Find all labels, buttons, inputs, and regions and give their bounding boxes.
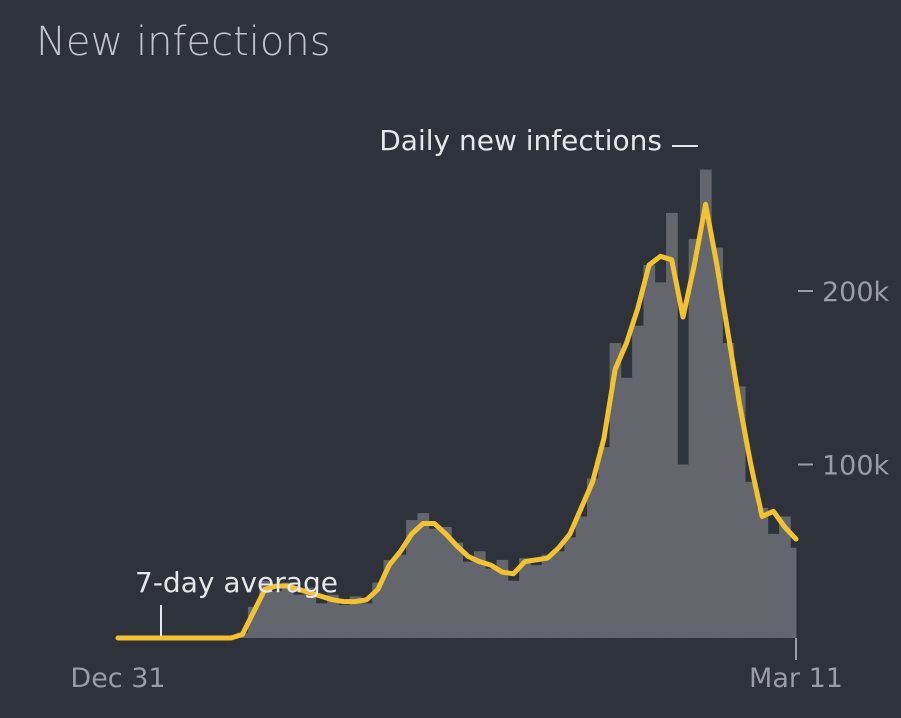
daily-bar: [428, 528, 441, 638]
daily-bar: [507, 580, 520, 638]
daily-bar: [598, 447, 610, 638]
daily-bar: [394, 554, 407, 638]
daily-bar: [620, 377, 633, 638]
daily-bar: [779, 516, 791, 638]
daily-bar: [586, 478, 599, 638]
y-tick-label: 200k: [822, 277, 890, 308]
daily-bar: [247, 606, 260, 638]
daily-bar: [451, 542, 464, 638]
average-label: 7-day average: [135, 566, 338, 599]
x-tick-label: Dec 31: [70, 663, 165, 694]
daily-bar: [519, 558, 531, 638]
daily-bar: [666, 212, 678, 639]
daily-bar: [259, 580, 271, 638]
daily-bar: [654, 282, 667, 638]
daily-bar: [699, 169, 712, 639]
daily-bar: [643, 264, 656, 638]
y-tick-label: 100k: [822, 451, 890, 482]
daily-bar: [293, 594, 305, 638]
daily-bar: [541, 554, 554, 638]
daily-bar: [632, 325, 644, 638]
daily-label: Daily new infections: [379, 124, 662, 157]
daily-bar: [270, 591, 283, 638]
daily-bar: [440, 526, 452, 638]
daily-bar: [281, 582, 294, 638]
average-line: [115, 201, 799, 641]
daily-bar: [688, 238, 701, 638]
daily-bar: [315, 603, 328, 638]
daily-bar: [372, 582, 384, 638]
daily-bar: [338, 605, 351, 638]
daily-bar: [530, 565, 543, 638]
daily-bar: [417, 513, 430, 638]
daily-bar: [349, 596, 362, 638]
daily-bar: [304, 587, 317, 638]
x-tick-label: Mar 11: [749, 663, 843, 694]
daily-bar: [327, 594, 339, 638]
daily-bar: [745, 481, 757, 638]
daily-bar: [553, 551, 565, 638]
daily-bar: [711, 247, 723, 638]
daily-bar: [462, 561, 475, 638]
daily-bar: [360, 603, 373, 638]
daily-bar: [406, 520, 418, 638]
daily-bar: [677, 464, 690, 638]
daily-bar: [609, 343, 622, 638]
daily-bar: [733, 386, 746, 638]
daily-bar: [383, 559, 396, 638]
chart-title: New infections: [36, 19, 331, 65]
daily-bar: [564, 537, 577, 638]
daily-bar: [756, 507, 769, 638]
daily-bar: [473, 551, 486, 638]
daily-bar: [790, 547, 797, 638]
daily-bar: [485, 568, 497, 638]
daily-bar: [496, 559, 509, 638]
daily-bar: [767, 533, 780, 638]
daily-bar: [722, 343, 735, 638]
daily-bar: [575, 516, 588, 638]
